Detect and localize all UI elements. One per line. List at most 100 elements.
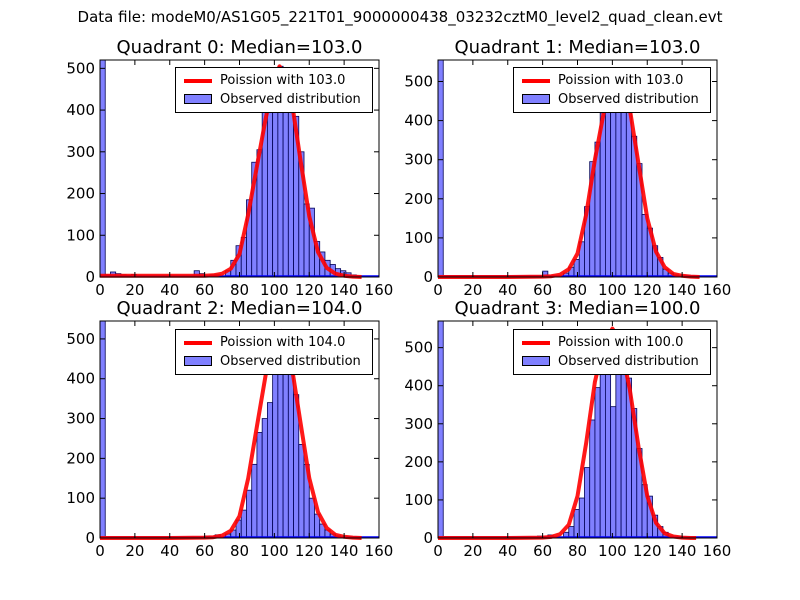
x-tick-label: 140 — [668, 542, 697, 560]
chart-title: Quadrant 1: Median=103.0 — [455, 37, 701, 58]
legend-bar-swatch — [522, 356, 550, 366]
histogram-bar — [578, 497, 585, 539]
y-tick-label: 300 — [404, 151, 433, 169]
y-tick-label: 500 — [404, 73, 433, 91]
legend-line-swatch — [522, 79, 550, 83]
x-tick-label: 80 — [568, 281, 587, 299]
legend-line-swatch — [522, 341, 550, 345]
legend-bar-label: Observed distribution — [558, 354, 699, 369]
histogram-bar — [437, 59, 444, 278]
x-tick-label: 20 — [463, 542, 482, 560]
x-tick-label: 20 — [125, 281, 144, 299]
x-tick-label: 40 — [498, 542, 517, 560]
x-tick-label: 0 — [433, 281, 443, 299]
histogram-bar — [573, 509, 580, 539]
legend-bar-swatch — [184, 94, 212, 104]
histogram-bar — [604, 96, 612, 278]
x-tick-label: 120 — [295, 281, 324, 299]
y-tick-label: 500 — [66, 330, 95, 348]
chart-title: Quadrant 0: Median=103.0 — [117, 37, 363, 58]
quadrant-2-panel: Quadrant 2: Median=104.0 0 20 40 60 80 100 120 1… — [60, 291, 400, 581]
legend-line-label: Poission with 100.0 — [558, 335, 684, 350]
x-tick-label: 160 — [365, 542, 394, 560]
x-tick-label: 80 — [230, 542, 249, 560]
x-tick-label: 0 — [95, 542, 105, 560]
x-tick-label: 60 — [533, 281, 552, 299]
quadrant-0-panel: Quadrant 0: Median=103.0 0 20 40 60 80 100 120 1… — [60, 30, 400, 320]
y-tick-label: 0 — [85, 529, 95, 547]
y-tick-label: 500 — [404, 339, 433, 357]
histogram-bar — [308, 497, 315, 539]
histogram-bar — [251, 463, 258, 539]
histogram-bar — [594, 387, 601, 539]
histogram-bar — [437, 320, 444, 539]
histogram-bar — [610, 406, 617, 539]
histogram-bar — [256, 432, 263, 539]
legend-line-swatch — [184, 79, 212, 83]
histogram-bar — [620, 360, 627, 539]
histogram-bar — [99, 320, 106, 539]
legend-bar-label: Observed distribution — [220, 92, 361, 107]
legend-line-label: Poission with 103.0 — [220, 73, 346, 88]
x-tick-label: 20 — [125, 542, 144, 560]
y-tick-label: 100 — [66, 489, 95, 507]
x-tick-label: 160 — [703, 281, 732, 299]
x-tick-label: 100 — [260, 542, 289, 560]
x-tick-label: 140 — [330, 542, 359, 560]
histogram-bar — [261, 418, 268, 539]
y-tick-label: 400 — [404, 377, 433, 395]
legend-bar-swatch — [522, 94, 550, 104]
histogram-bar — [246, 489, 253, 539]
x-tick-label: 80 — [568, 542, 587, 560]
y-tick-label: 300 — [404, 415, 433, 433]
quadrant-3-panel: Quadrant 3: Median=100.0 0 20 40 60 80 100 120 1… — [398, 291, 738, 581]
quadrant-2-legend: Poission with 104.0 Observed distributio… — [175, 329, 373, 375]
y-tick-label: 200 — [404, 190, 433, 208]
x-tick-label: 60 — [195, 542, 214, 560]
x-tick-label: 0 — [95, 281, 105, 299]
histogram-bar — [287, 362, 294, 539]
y-tick-label: 100 — [404, 491, 433, 509]
x-tick-label: 140 — [668, 281, 697, 299]
legend-bar-label: Observed distribution — [220, 354, 361, 369]
y-tick-label: 0 — [85, 268, 95, 286]
histogram-bar — [240, 509, 247, 539]
y-tick-label: 0 — [423, 268, 433, 286]
legend-line-swatch — [184, 341, 212, 345]
y-tick-label: 400 — [66, 101, 95, 119]
chart-title: Quadrant 3: Median=100.0 — [455, 298, 701, 319]
x-tick-label: 160 — [703, 542, 732, 560]
quadrant-1-panel: Quadrant 1: Median=103.0 0 20 40 60 80 100 120 1… — [398, 30, 738, 320]
y-tick-label: 400 — [404, 112, 433, 130]
y-tick-label: 0 — [423, 529, 433, 547]
x-tick-label: 40 — [160, 542, 179, 560]
x-tick-label: 80 — [230, 281, 249, 299]
x-tick-label: 40 — [498, 281, 517, 299]
y-tick-label: 200 — [404, 453, 433, 471]
figure-suptitle: Data file: modeM0/AS1G05_221T01_90000004… — [77, 8, 723, 26]
histogram-bar — [641, 214, 648, 278]
histogram-bar — [282, 346, 289, 539]
y-tick-label: 400 — [66, 370, 95, 388]
y-tick-label: 500 — [66, 59, 95, 77]
x-tick-label: 0 — [433, 542, 443, 560]
x-tick-label: 100 — [260, 281, 289, 299]
y-tick-label: 100 — [66, 226, 95, 244]
x-tick-label: 40 — [160, 281, 179, 299]
chart-title: Quadrant 2: Median=104.0 — [117, 298, 363, 319]
histogram-bar — [287, 111, 294, 278]
y-tick-label: 200 — [66, 185, 95, 203]
x-tick-label: 60 — [533, 542, 552, 560]
legend-bar-swatch — [184, 356, 212, 366]
histogram-bar — [272, 370, 279, 539]
histogram-bar — [599, 373, 606, 539]
x-tick-label: 120 — [633, 542, 662, 560]
histogram-bar — [99, 59, 106, 278]
x-tick-label: 140 — [330, 281, 359, 299]
quadrant-1-legend: Poission with 103.0 Observed distributio… — [513, 67, 711, 113]
x-tick-label: 100 — [598, 542, 627, 560]
x-tick-label: 60 — [195, 281, 214, 299]
x-tick-label: 120 — [633, 281, 662, 299]
x-tick-label: 160 — [365, 281, 394, 299]
quadrant-3-legend: Poission with 100.0 Observed distributio… — [513, 329, 711, 375]
